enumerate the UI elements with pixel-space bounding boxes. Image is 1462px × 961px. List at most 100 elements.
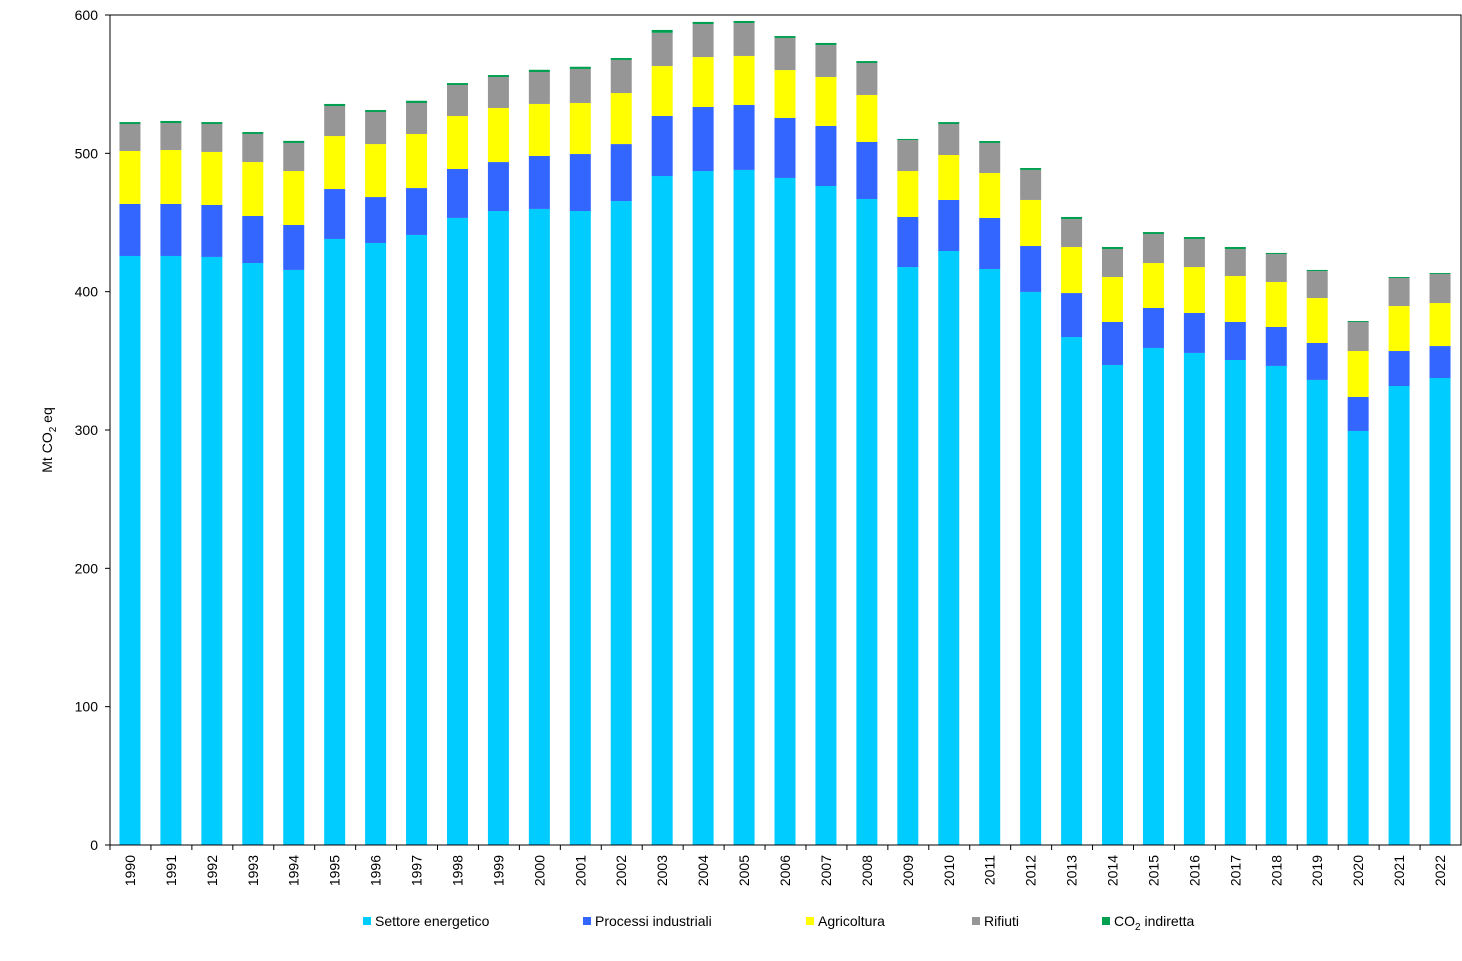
bar-segment-settore-energetico-2013	[1061, 337, 1083, 845]
bar-segment-co2-indiretta-1990	[119, 122, 141, 125]
bar-segment-processi-industriali-2011	[979, 217, 1001, 269]
legend-item-label: Agricoltura	[818, 913, 885, 929]
x-tick-label: 2009	[900, 855, 916, 886]
bar-segment-rifiuti-1994	[283, 142, 305, 172]
bar-segment-rifiuti-2011	[979, 142, 1001, 173]
bar-segment-agricoltura-2008	[856, 94, 878, 142]
bar-segment-agricoltura-1999	[487, 107, 509, 163]
bar-segment-settore-energetico-2001	[569, 211, 591, 846]
bar-segment-settore-energetico-1990	[119, 255, 141, 845]
bar-segment-co2-indiretta-2011	[979, 141, 1001, 143]
bar-segment-settore-energetico-2020	[1347, 430, 1369, 845]
bar-segment-agricoltura-2005	[733, 55, 755, 105]
bar-segment-rifiuti-2010	[938, 124, 960, 155]
bar-segment-processi-industriali-1997	[406, 188, 428, 235]
bar-segment-agricoltura-2013	[1061, 246, 1083, 294]
bar-segment-rifiuti-2015	[1142, 233, 1164, 264]
bar-segment-rifiuti-2003	[651, 32, 673, 67]
bar-segment-settore-energetico-1996	[365, 242, 387, 845]
bar-segment-agricoltura-2010	[938, 154, 960, 200]
x-tick-label: 2005	[736, 855, 752, 886]
bar-segment-settore-energetico-1994	[283, 269, 305, 845]
x-tick-label: 2007	[818, 855, 834, 886]
x-tick-label: 1999	[490, 855, 506, 886]
bar-segment-co2-indiretta-1993	[242, 132, 264, 134]
x-tick-label: 2003	[654, 855, 670, 886]
bar-segment-settore-energetico-1995	[324, 238, 346, 845]
bar-segment-processi-industriali-2017	[1224, 321, 1246, 361]
bar-segment-co2-indiretta-2009	[897, 138, 919, 141]
bar-segment-co2-indiretta-2005	[733, 20, 755, 24]
bar-segment-processi-industriali-2007	[815, 125, 837, 186]
bar-segment-co2-indiretta-2003	[651, 29, 673, 33]
bar-segment-rifiuti-2008	[856, 63, 878, 95]
bar-segment-processi-industriali-2016	[1183, 312, 1205, 353]
bar-segment-settore-energetico-2004	[692, 171, 714, 846]
bar-segment-settore-energetico-1992	[201, 256, 223, 845]
x-tick-label: 1993	[245, 855, 261, 886]
bar-segment-settore-energetico-2007	[815, 185, 837, 846]
bar-segment-agricoltura-1996	[365, 144, 387, 198]
bar-segment-settore-energetico-2006	[774, 177, 796, 845]
bar-segment-processi-industriali-1996	[365, 197, 387, 243]
x-tick-label: 2022	[1432, 855, 1448, 886]
y-tick-label: 0	[90, 837, 98, 853]
bar-segment-rifiuti-2006	[774, 37, 796, 71]
bar-segment-agricoltura-1991	[160, 150, 182, 204]
bar-segment-processi-industriali-2002	[610, 144, 632, 202]
bar-segment-settore-energetico-2019	[1306, 379, 1328, 845]
bar-segment-settore-energetico-2011	[979, 268, 1001, 846]
x-tick-label: 1991	[163, 855, 179, 886]
bar-segment-rifiuti-2017	[1224, 249, 1246, 277]
bar-segment-processi-industriali-1992	[201, 204, 223, 257]
bar-segment-agricoltura-2019	[1306, 298, 1328, 343]
bar-segment-agricoltura-2014	[1102, 277, 1124, 322]
bar-segment-rifiuti-1998	[446, 84, 468, 116]
bar-segment-co2-indiretta-2002	[610, 58, 632, 60]
bar-segment-rifiuti-2001	[569, 68, 591, 103]
bar-segment-processi-industriali-2006	[774, 117, 796, 178]
bar-segment-settore-energetico-2021	[1388, 386, 1410, 845]
bar-segment-agricoltura-2021	[1388, 306, 1410, 352]
bar-segment-co2-indiretta-2017	[1224, 246, 1246, 250]
y-tick-label: 400	[75, 284, 99, 300]
x-tick-label: 2018	[1268, 855, 1284, 886]
y-tick-label: 100	[75, 699, 99, 715]
x-tick-label: 1998	[449, 855, 465, 886]
bar-segment-rifiuti-2016	[1183, 238, 1205, 268]
legend-swatch	[806, 917, 814, 925]
y-tick-label: 600	[75, 7, 99, 23]
legend-item-label: CO2 indiretta	[1114, 913, 1194, 933]
x-tick-label: 2019	[1309, 855, 1325, 886]
bar-segment-agricoltura-1995	[324, 136, 346, 190]
bar-segment-co2-indiretta-2016	[1183, 237, 1205, 239]
bar-segment-settore-energetico-1997	[406, 234, 428, 845]
bar-segment-co2-indiretta-2018	[1265, 252, 1287, 255]
x-tick-label: 1992	[204, 855, 220, 886]
bar-segment-processi-industriali-2021	[1388, 351, 1410, 387]
bar-segment-processi-industriali-1991	[160, 203, 182, 256]
bar-segment-rifiuti-2000	[528, 71, 550, 104]
bar-segment-rifiuti-1995	[324, 106, 346, 137]
bar-segment-rifiuti-2019	[1306, 271, 1328, 299]
bar-segment-rifiuti-2007	[815, 45, 837, 77]
bar-segment-settore-energetico-2003	[651, 176, 673, 845]
bar-segment-settore-energetico-2010	[938, 250, 960, 845]
bar-segment-agricoltura-2009	[897, 171, 919, 217]
bar-segment-agricoltura-2020	[1347, 351, 1369, 397]
bar-segment-co2-indiretta-1997	[406, 100, 428, 103]
bar-segment-processi-industriali-2019	[1306, 342, 1328, 380]
bar-segment-processi-industriali-2013	[1061, 293, 1083, 338]
bar-segment-agricoltura-1998	[446, 115, 468, 169]
bar-segment-rifiuti-2022	[1429, 273, 1451, 304]
bar-segment-settore-energetico-2016	[1183, 352, 1205, 845]
bar-segment-rifiuti-2020	[1347, 321, 1369, 352]
bar-segment-agricoltura-2022	[1429, 303, 1451, 347]
bar-segment-agricoltura-1997	[406, 133, 428, 189]
bar-segment-co2-indiretta-1996	[365, 110, 387, 112]
bar-segment-agricoltura-2017	[1224, 276, 1246, 322]
x-tick-label: 2014	[1105, 855, 1121, 886]
bar-segment-settore-energetico-2022	[1429, 377, 1451, 845]
legend-item-label: Processi industriali	[595, 913, 712, 929]
